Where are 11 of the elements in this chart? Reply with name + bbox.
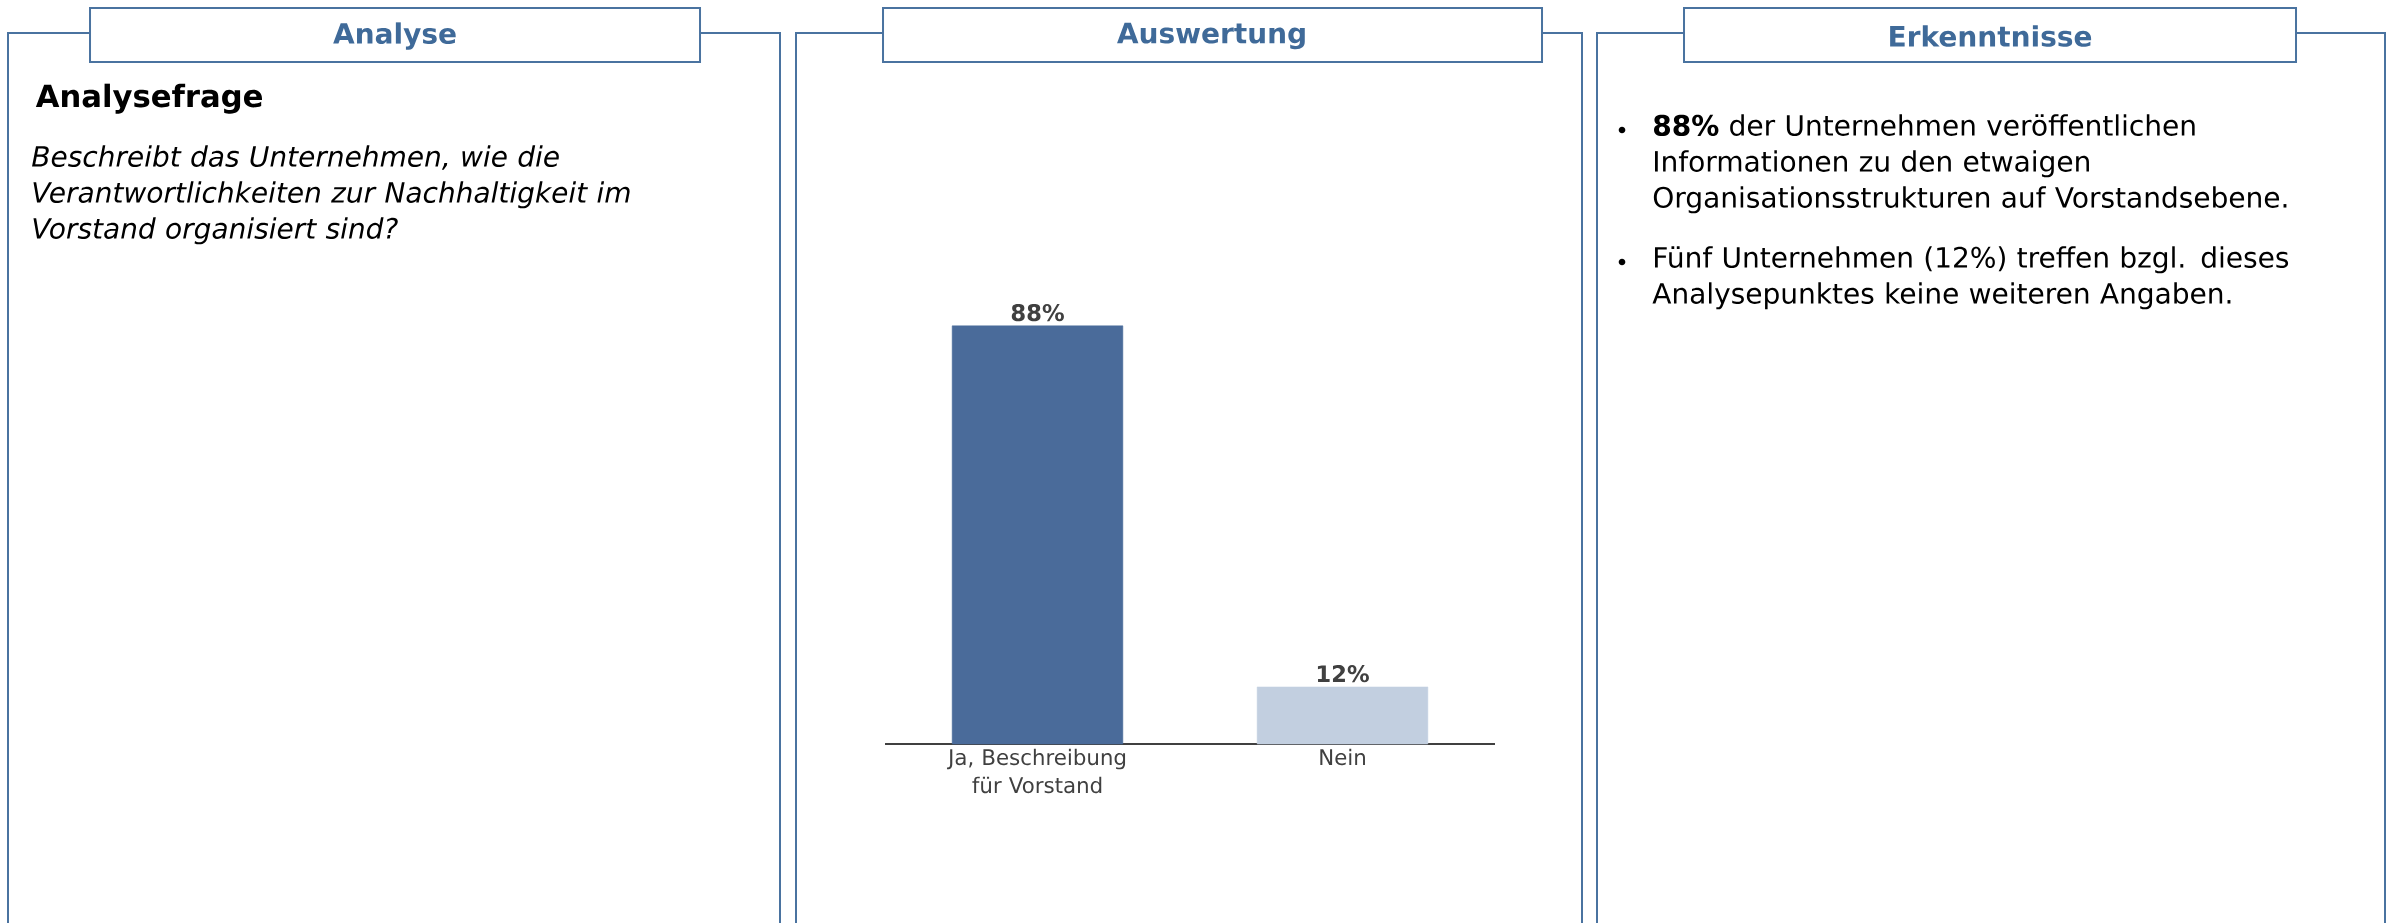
text: Fünf Unternehmen (12%) treffen bzgl. dieses Analysepunktes keine weiteren Angaben. (1652, 246, 2289, 310)
text: Analyse (333, 22, 456, 50)
x-tick-label: Ja, Beschreibung für Vorstand (946, 748, 1126, 794)
data-label: 12% (1317, 665, 1369, 683)
chart-title: Auswertung (1117, 22, 1305, 50)
text: 88% der Unternehmen veröffentlichen Informationen zu den etwaigen Organisationsstrukturen auf Vorstandsebene. (1653, 114, 2287, 214)
text: Analysefrage (35, 83, 262, 114)
text: Beschreibt das Unternehmen, wie die Verantwortlichkeiten zur Nachhaltigkeit im Vorstand organisiert sind? (32, 145, 630, 245)
data-label: 88% (1011, 303, 1064, 322)
text: Erkenntnisse (1890, 25, 2092, 47)
x-tick-label: Nein (1320, 748, 1365, 766)
